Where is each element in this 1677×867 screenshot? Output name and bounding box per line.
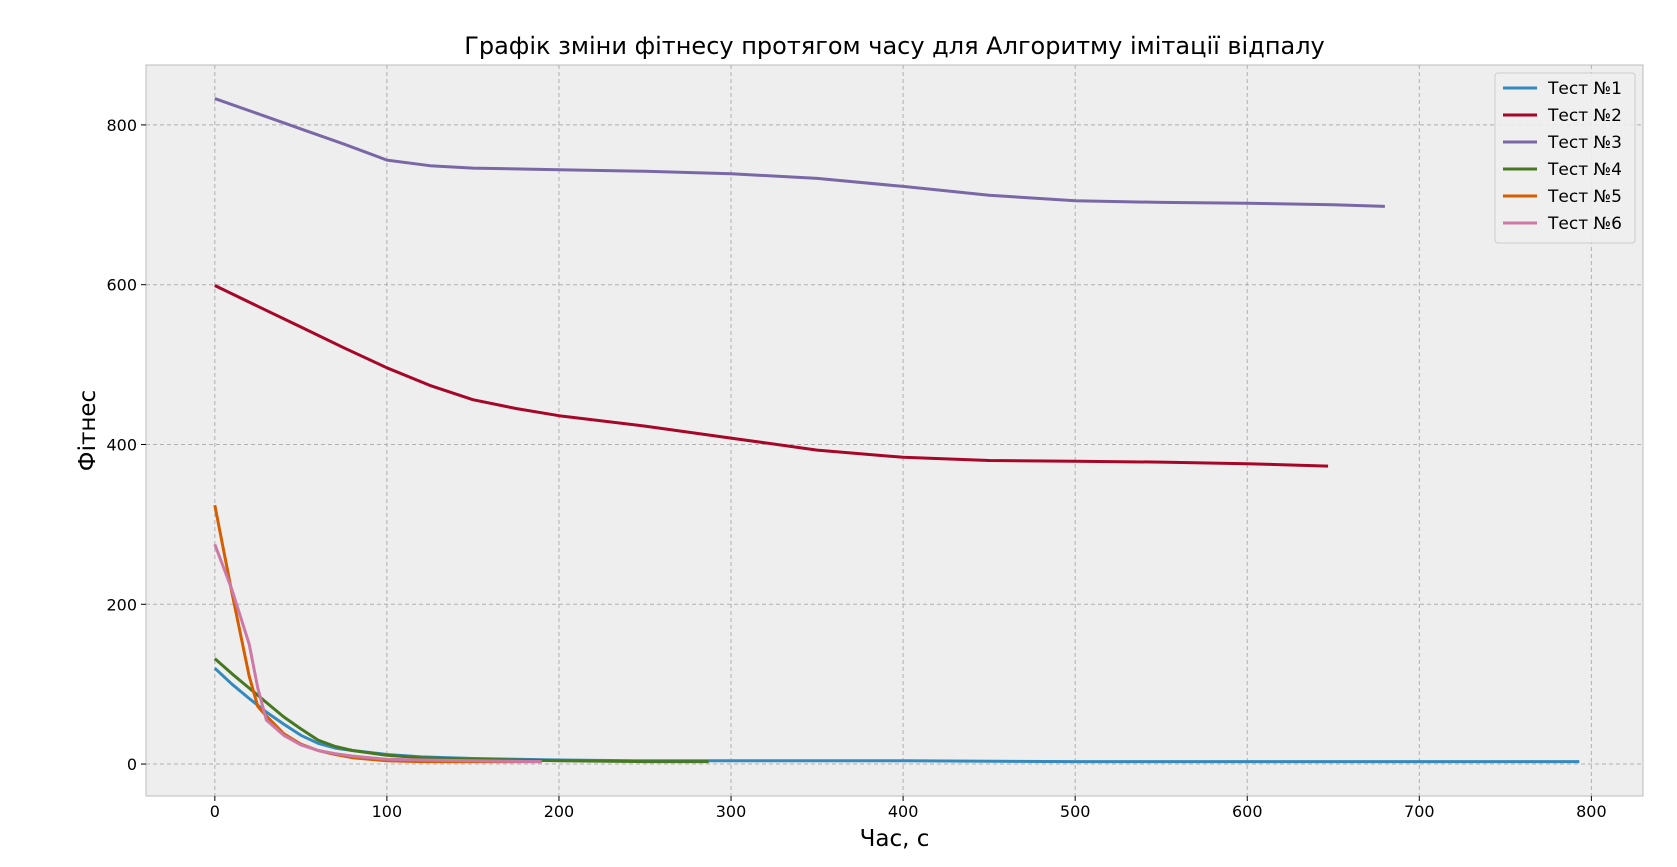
plot-area <box>145 64 1644 797</box>
x-tick-label: 500 <box>1060 802 1091 821</box>
chart-title: Графік зміни фітнесу протягом часу для А… <box>464 32 1325 60</box>
series-line <box>213 543 542 764</box>
legend: Тест №1 Тест №2 Тест №3 Тест №4 Тест №5 Тест … <box>1494 72 1636 244</box>
x-tick-label: 0 <box>210 802 220 821</box>
series-line <box>214 97 1385 208</box>
legend-label: Тест №5 <box>1547 187 1622 207</box>
series-lines <box>213 97 1580 764</box>
legend-label: Тест №3 <box>1547 133 1622 153</box>
x-tick-label: 300 <box>716 802 747 821</box>
y-axis-title: Фітнес <box>75 390 101 471</box>
x-tick-label: 600 <box>1232 802 1263 821</box>
x-tick-label: 800 <box>1576 802 1607 821</box>
legend-label: Тест №6 <box>1547 214 1622 234</box>
legend-label: Тест №4 <box>1547 160 1622 180</box>
legend-label: Тест №2 <box>1547 106 1622 126</box>
y-axis-ticks: 0 200 400 600 800 <box>106 116 146 774</box>
x-axis-title: Час, с <box>860 826 930 852</box>
legend-label: Тест №1 <box>1547 79 1622 99</box>
x-axis-ticks: 0 100 200 300 400 500 600 700 800 <box>210 796 1607 821</box>
y-tick-label: 600 <box>106 276 137 295</box>
x-tick-label: 100 <box>372 802 403 821</box>
x-tick-label: 400 <box>888 802 919 821</box>
series-line <box>214 284 1329 468</box>
y-tick-label: 200 <box>106 595 137 614</box>
y-tick-label: 0 <box>127 755 137 774</box>
x-tick-label: 200 <box>544 802 575 821</box>
x-tick-label: 700 <box>1404 802 1435 821</box>
y-tick-label: 800 <box>106 116 137 135</box>
y-tick-label: 400 <box>106 435 137 454</box>
